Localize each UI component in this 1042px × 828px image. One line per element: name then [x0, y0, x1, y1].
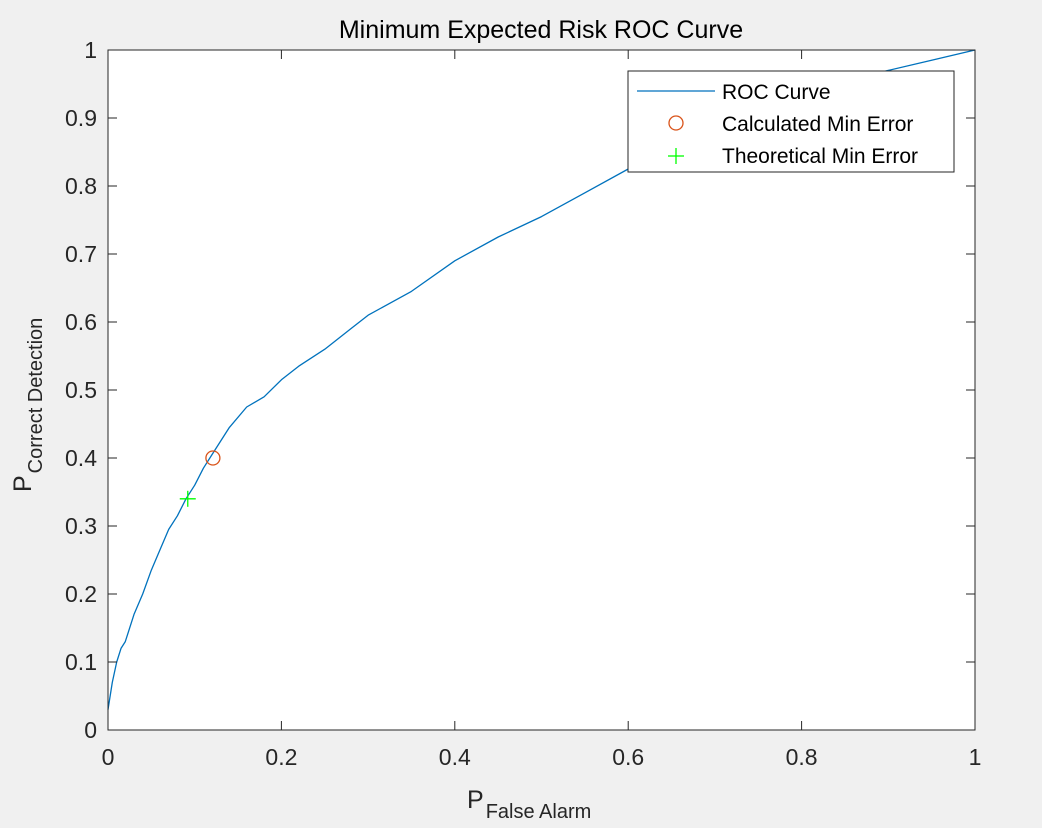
legend: ROC Curve Calculated Min Error Theoretic… [627, 70, 955, 173]
x-axis-label-sub: False Alarm [486, 801, 592, 823]
y-tick-label: 0.9 [65, 105, 97, 131]
y-tick-label: 0.6 [65, 309, 97, 335]
y-tick-label: 0.2 [65, 581, 97, 607]
x-axis-label: P False Alarm [467, 786, 591, 823]
legend-calculated-swatch [668, 115, 684, 131]
y-tick-label: 0.1 [65, 649, 97, 675]
x-axis-label-main: P [467, 786, 484, 814]
calculated-min-error-marker [205, 450, 221, 466]
y-tick-label: 0 [84, 717, 97, 743]
y-tick-label: 0.4 [65, 445, 97, 471]
x-tick-label: 0.4 [439, 744, 471, 770]
y-tick-label: 0.8 [65, 173, 97, 199]
legend-theoretical-label: Theoretical Min Error [722, 145, 918, 168]
y-tick-label: 0.5 [65, 377, 97, 403]
y-axis-label: PCorrect Detection [9, 318, 47, 492]
y-tick-label: 0.3 [65, 513, 97, 539]
y-tick-label: 1 [84, 37, 97, 63]
chart-title: Minimum Expected Risk ROC Curve [339, 16, 743, 44]
axes-box [107, 49, 976, 731]
theoretical-min-error-marker [179, 490, 196, 507]
y-axis-label-main: P [9, 475, 37, 492]
legend-theoretical-swatch [668, 148, 684, 164]
legend-roc-label: ROC Curve [722, 81, 831, 104]
x-tick-label: 0.6 [612, 744, 644, 770]
y-axis-label-sub: Correct Detection [25, 318, 47, 474]
x-tick-label: 0.8 [786, 744, 818, 770]
tick-labels: 0 0.2 0.4 0.6 0.8 1 0 0.1 0.2 0.3 0.4 0.5 0.6 0.7 0.8 0… [65, 37, 981, 770]
x-tick-label: 0.2 [265, 744, 297, 770]
y-tick-label: 0.7 [65, 241, 97, 267]
x-tick-label: 1 [969, 744, 982, 770]
legend-calculated-label: Calculated Min Error [722, 113, 913, 136]
x-tick-label: 0 [102, 744, 115, 770]
